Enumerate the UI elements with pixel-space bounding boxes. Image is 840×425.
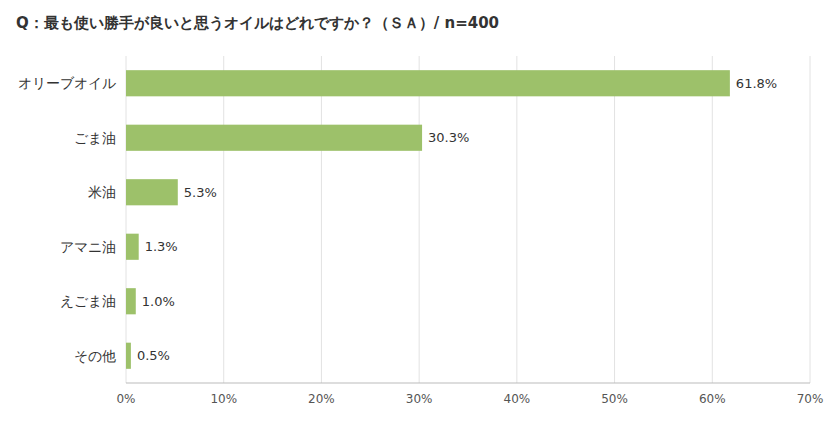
grid-line [419, 56, 420, 383]
grid-line [614, 56, 615, 383]
category-label: 米油 [88, 184, 116, 200]
data-label: 5.3% [184, 185, 217, 200]
data-label: 30.3% [428, 130, 469, 145]
tick-label: 30% [406, 392, 433, 406]
grid-line [516, 56, 517, 383]
tick-label: 50% [601, 392, 628, 406]
x-axis-line [126, 383, 810, 384]
category-label: オリーブオイル [18, 75, 116, 91]
tick-label: 60% [699, 392, 726, 406]
y-axis-labels: その他 えごま油 アマニ油 米油 ごま油 オリーブオイル [18, 75, 116, 364]
data-labels: 0.5% 1.0% 1.3% 5.3% 30.3% 61.8% [137, 76, 777, 364]
grid-line [321, 56, 322, 383]
bar [126, 234, 139, 260]
grid-line [712, 56, 713, 383]
data-label: 0.5% [137, 348, 170, 363]
data-label: 61.8% [736, 76, 777, 91]
tick-label: 40% [504, 392, 531, 406]
chart: その他 えごま油 アマニ油 米油 ごま油 オリーブオイル Q：最も使い勝手が良いと思うオイル… [0, 0, 840, 425]
tick-label: 20% [308, 392, 335, 406]
data-label: 1.0% [142, 294, 175, 309]
page: {"chart_data": {"type": "bar", "orientat… [0, 0, 840, 425]
x-axis-ticks: 0% 10% 20% 30% 40% 50% 60% 70% [116, 392, 823, 406]
title: Q：最も使い勝手が良いと思うオイルはどれですか？（ＳＡ）/ n=400 [16, 14, 499, 32]
category-label: えごま油 [60, 293, 116, 309]
tick-label: 70% [797, 392, 824, 406]
category-label: ごま油 [74, 130, 116, 146]
grid [126, 56, 810, 383]
grid-line [810, 56, 811, 383]
bars [126, 70, 730, 369]
bar [126, 70, 730, 96]
tick-label: 0% [116, 392, 135, 406]
data-label: 1.3% [145, 239, 178, 254]
category-label: その他 [74, 348, 116, 364]
bar [126, 288, 136, 314]
bar [126, 343, 131, 369]
tick-label: 10% [210, 392, 237, 406]
grid-line [223, 56, 224, 383]
category-label: アマニ油 [60, 239, 116, 255]
grid-line [126, 56, 127, 383]
bar [126, 179, 178, 205]
bar [126, 125, 422, 151]
